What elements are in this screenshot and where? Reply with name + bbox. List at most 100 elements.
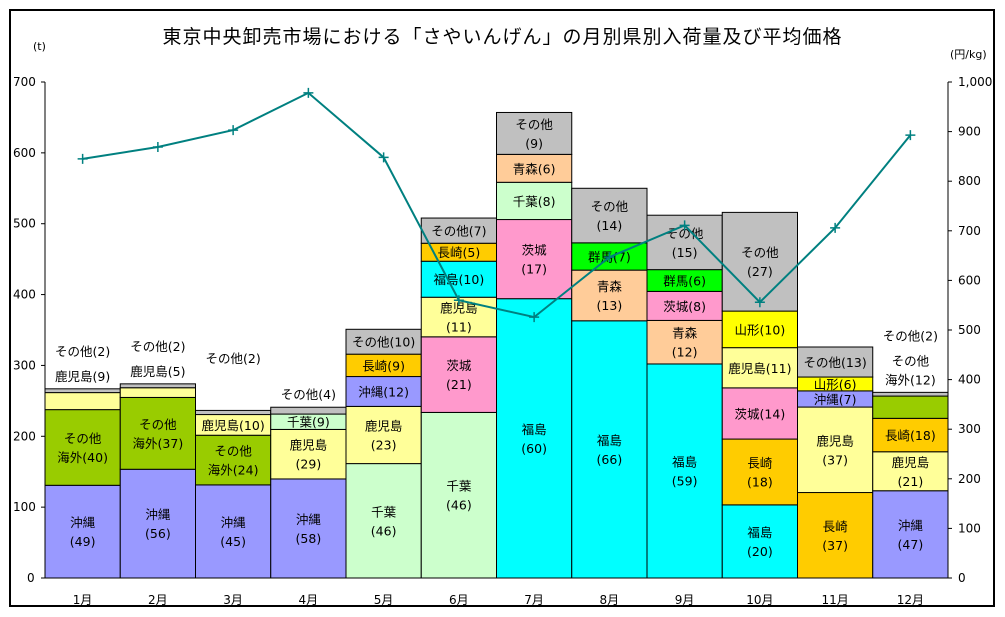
bar-segment-千葉 bbox=[496, 181, 573, 221]
segment-label: (58) bbox=[296, 531, 322, 546]
right-tick-label: 400 bbox=[958, 373, 981, 387]
price-marker bbox=[679, 220, 690, 231]
segment-label: 福島 bbox=[747, 525, 772, 540]
segment-label: その他 bbox=[741, 245, 779, 260]
bar-segment-沖縄 bbox=[195, 484, 272, 579]
left-tick-label: 700 bbox=[13, 75, 36, 89]
right-axis-unit: (円/kg) bbox=[950, 48, 987, 61]
bar-segment-茨城 bbox=[721, 387, 798, 440]
outside-segment-label: 鹿児島(9) bbox=[55, 369, 110, 384]
segment-label: (11) bbox=[446, 320, 472, 335]
segment-label: 茨城(14) bbox=[735, 406, 786, 421]
segment-label: (47) bbox=[898, 537, 924, 552]
bar-segment-その他 bbox=[44, 388, 121, 394]
bar-segment-その他海外 bbox=[195, 434, 272, 486]
bar-segment-その他海外 bbox=[119, 396, 196, 470]
segment-label: 長崎(9) bbox=[362, 358, 405, 373]
bar-segment-福島 bbox=[721, 504, 798, 579]
bar-segment-青森 bbox=[646, 319, 723, 365]
segment-label: 青森 bbox=[597, 279, 623, 294]
bar-segment-鹿児島 bbox=[797, 406, 874, 494]
segment-label: (46) bbox=[371, 523, 397, 538]
right-tick-label: 200 bbox=[958, 472, 981, 486]
bar-segment-その他 bbox=[721, 211, 798, 312]
bar-segment-鹿児島 bbox=[119, 387, 196, 398]
segment-label: 鹿児島 bbox=[816, 433, 854, 448]
left-tick-label: 200 bbox=[13, 429, 36, 443]
bar-segment-茨城 bbox=[420, 336, 497, 413]
bar-segment-青森 bbox=[496, 153, 573, 183]
right-tick-label: 900 bbox=[958, 125, 981, 139]
chart-title: 東京中央卸売市場における「さやいんげん」の月別県別入荷量及び平均価格 bbox=[162, 26, 843, 48]
x-tick-label: 2月 bbox=[148, 593, 168, 607]
segment-label: 長崎 bbox=[747, 455, 773, 470]
segment-label: (21) bbox=[898, 474, 924, 489]
bar-segment-その他 bbox=[571, 187, 648, 244]
segment-label: (18) bbox=[747, 474, 773, 489]
segment-label: 海外(37) bbox=[133, 436, 184, 451]
segment-label: (37) bbox=[822, 538, 848, 553]
right-tick-label: 1,000 bbox=[958, 75, 992, 89]
segment-label: 福島(10) bbox=[434, 272, 485, 287]
segment-label: 沖縄 bbox=[70, 515, 96, 530]
segment-label: (45) bbox=[220, 534, 246, 549]
bar-segment-鹿児島 bbox=[345, 405, 422, 465]
bar-segment-福島 bbox=[571, 320, 648, 579]
segment-label: 長崎(18) bbox=[885, 428, 936, 443]
bar-segment-茨城 bbox=[496, 219, 573, 300]
segment-label: 福島 bbox=[522, 422, 547, 437]
bar-segment-その他海外 bbox=[872, 395, 949, 419]
right-tick-label: 300 bbox=[958, 422, 981, 436]
x-tick-label: 10月 bbox=[746, 593, 773, 607]
segment-label: (15) bbox=[672, 245, 698, 260]
right-tick-label: 700 bbox=[958, 224, 981, 238]
segment-label: (29) bbox=[296, 457, 322, 472]
x-tick-label: 9月 bbox=[675, 593, 695, 607]
bar-segment-鹿児島 bbox=[872, 451, 949, 492]
bar-segment-その他 bbox=[270, 406, 347, 415]
outside-segment-label: その他(4) bbox=[281, 387, 336, 402]
outside-segment-label: 海外(12) bbox=[885, 372, 936, 387]
segment-label: 千葉 bbox=[371, 504, 397, 519]
bar-segment-千葉 bbox=[345, 463, 422, 579]
segment-label: (56) bbox=[145, 526, 171, 541]
bar-segment-沖縄 bbox=[872, 490, 949, 579]
left-tick-label: 0 bbox=[27, 571, 35, 585]
segment-label: 鹿児島 bbox=[290, 438, 328, 453]
bar-segment-沖縄 bbox=[345, 376, 422, 407]
segment-label: その他 bbox=[515, 117, 553, 132]
segment-label: 茨城 bbox=[522, 243, 548, 258]
segment-label: 鹿児島(11) bbox=[728, 361, 791, 376]
segment-label: (14) bbox=[597, 218, 623, 233]
segment-label: 山形(10) bbox=[735, 322, 786, 337]
segment-label: 海外(40) bbox=[57, 450, 108, 465]
segment-label: 長崎 bbox=[823, 519, 849, 534]
bar-segment-長崎 bbox=[797, 492, 874, 579]
segment-label: その他(7) bbox=[431, 224, 486, 239]
segment-label: その他 bbox=[214, 444, 252, 459]
segment-label: 沖縄 bbox=[221, 515, 247, 530]
price-marker bbox=[152, 141, 163, 152]
right-tick-label: 0 bbox=[958, 571, 966, 585]
x-tick-label: 12月 bbox=[897, 593, 924, 607]
bar-segment-沖縄 bbox=[270, 478, 347, 579]
price-marker bbox=[453, 295, 464, 306]
right-tick-label: 600 bbox=[958, 273, 981, 287]
segment-label: (60) bbox=[521, 441, 547, 456]
segment-label: (20) bbox=[747, 544, 773, 559]
segment-label: 福島 bbox=[597, 433, 622, 448]
segment-label: 青森 bbox=[672, 326, 698, 341]
price-marker bbox=[228, 125, 239, 136]
left-tick-label: 100 bbox=[13, 500, 36, 514]
bar-segment-沖縄 bbox=[119, 468, 196, 579]
segment-label: (9) bbox=[525, 136, 543, 151]
segment-label: その他 bbox=[139, 417, 177, 432]
bar-segment-鹿児島 bbox=[721, 347, 798, 389]
segment-label: (59) bbox=[672, 473, 698, 488]
left-tick-label: 600 bbox=[13, 146, 36, 160]
segment-label: 千葉(8) bbox=[513, 194, 556, 209]
bar-segment-茨城 bbox=[646, 290, 723, 321]
segment-label: (27) bbox=[747, 264, 773, 279]
outside-segment-label: 鹿児島(5) bbox=[130, 364, 185, 379]
segment-label: 鹿児島 bbox=[440, 301, 478, 316]
